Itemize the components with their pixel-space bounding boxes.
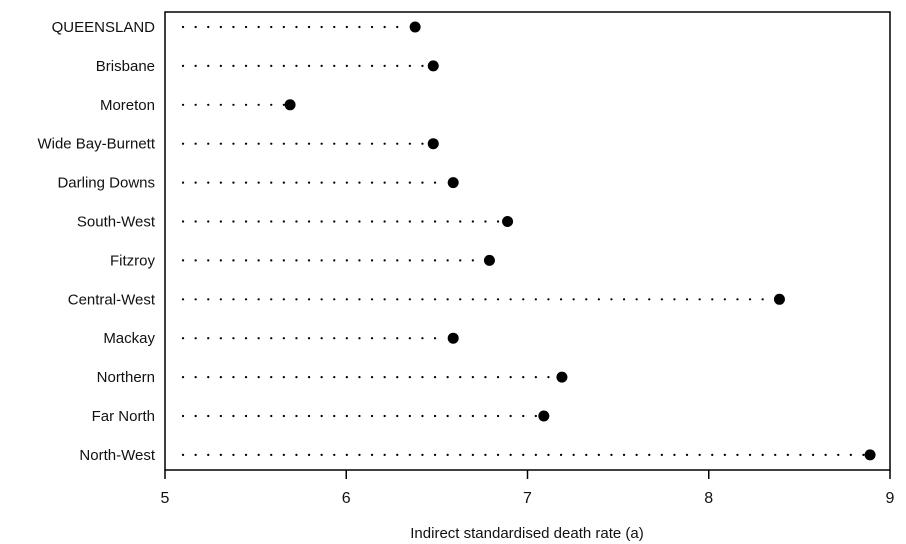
data-point bbox=[284, 99, 296, 111]
x-tick-label: 9 bbox=[886, 490, 895, 507]
data-point bbox=[773, 293, 785, 305]
category-label: Northern bbox=[97, 369, 155, 386]
data-point bbox=[538, 410, 550, 422]
category-label: Fitzroy bbox=[110, 252, 156, 269]
category-label: Wide Bay-Burnett bbox=[37, 136, 155, 153]
data-markers bbox=[284, 21, 876, 461]
category-label: North-West bbox=[79, 447, 155, 464]
x-axis-title: Indirect standardised death rate (a) bbox=[410, 525, 643, 542]
x-axis-ticks: 5 6 7 8 9 bbox=[161, 470, 895, 507]
category-labels: QUEENSLAND Brisbane Moreton Wide Bay-Burnet… bbox=[37, 19, 155, 464]
data-point bbox=[427, 60, 439, 72]
category-label: QUEENSLAND bbox=[52, 19, 156, 36]
category-label: Mackay bbox=[103, 330, 155, 347]
x-tick-label: 8 bbox=[704, 490, 713, 507]
data-point bbox=[447, 332, 459, 344]
category-label: Far North bbox=[92, 408, 155, 425]
data-point bbox=[427, 138, 439, 150]
category-label: South-West bbox=[77, 214, 156, 231]
category-label: Moreton bbox=[100, 97, 155, 114]
x-tick-label: 5 bbox=[161, 490, 170, 507]
x-tick-label: 7 bbox=[523, 490, 532, 507]
x-tick-label: 6 bbox=[342, 490, 351, 507]
category-label: Brisbane bbox=[96, 58, 155, 75]
leader-lines bbox=[181, 25, 866, 456]
plot-frame bbox=[164, 11, 891, 471]
data-point bbox=[556, 371, 568, 383]
category-label: Darling Downs bbox=[57, 175, 155, 192]
category-label: Central-West bbox=[68, 291, 156, 308]
data-point bbox=[864, 449, 876, 461]
data-point bbox=[483, 254, 495, 266]
data-point bbox=[502, 216, 514, 227]
data-point bbox=[447, 177, 459, 189]
data-point bbox=[409, 21, 421, 33]
